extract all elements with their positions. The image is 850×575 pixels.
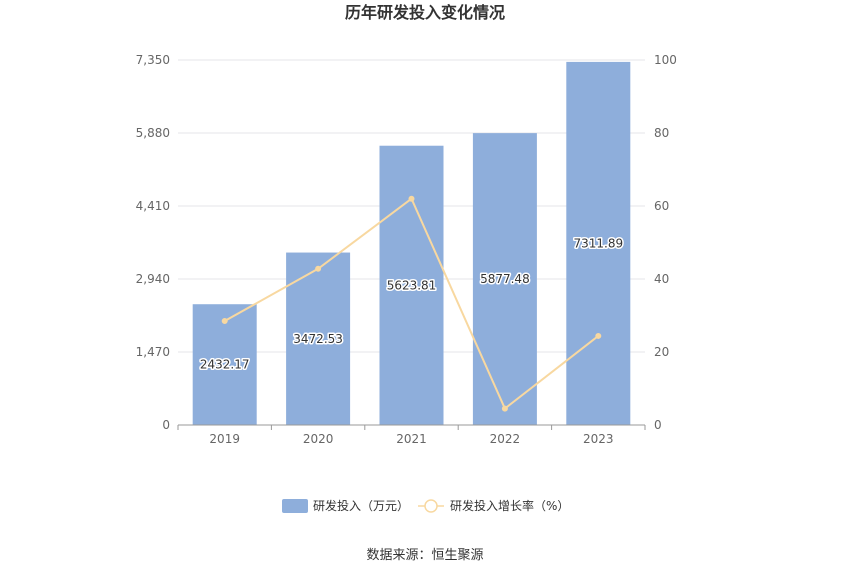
- legend-bar-label: 研发投入（万元）: [313, 498, 409, 513]
- legend-line-label: 研发投入增长率（%）: [450, 498, 569, 513]
- y-right-tick-label: 40: [654, 272, 669, 286]
- axes: 0 0 1,470 20 2,940 40 4,410 60 5,880 80 7,350 100 20…: [136, 53, 677, 446]
- y-right-tick-label: 0: [654, 418, 662, 432]
- growth-point: [595, 332, 602, 339]
- y-left-tick-label: 0: [162, 418, 170, 432]
- legend: 研发投入（万元） 研发投入增长率（%）: [282, 498, 569, 513]
- x-tick-label: 2019: [209, 432, 240, 446]
- bar-value-label: 5623.81: [387, 278, 437, 292]
- bar-value-label: 2432.17: [200, 358, 250, 372]
- y-left-tick-label: 1,470: [136, 345, 170, 359]
- x-tick-label: 2020: [303, 432, 334, 446]
- y-right-tick-label: 100: [654, 53, 677, 67]
- bars: [192, 61, 631, 426]
- bar-labels: 2432.17 3472.53 5623.81 5877.48 7311.89: [198, 235, 624, 373]
- y-left-tick-label: 7,350: [136, 53, 170, 67]
- bar: [192, 304, 257, 425]
- y-left-tick-label: 5,880: [136, 126, 170, 140]
- x-tick-label: 2021: [396, 432, 427, 446]
- legend-line-marker: [424, 499, 438, 513]
- y-left-tick-label: 2,940: [136, 272, 170, 286]
- bar-value-label: 5877.48: [480, 272, 530, 286]
- legend-bar-swatch: [282, 499, 308, 513]
- bar-value-label: 7311.89: [573, 236, 623, 250]
- x-tick-label: 2022: [490, 432, 521, 446]
- x-tick-label: 2023: [583, 432, 614, 446]
- y-right-tick-label: 60: [654, 199, 669, 213]
- bar: [566, 61, 631, 425]
- bar-value-label: 3472.53: [293, 332, 343, 346]
- bar: [472, 133, 537, 426]
- y-left-tick-label: 4,410: [136, 199, 170, 213]
- bar: [379, 145, 444, 426]
- growth-point: [221, 317, 228, 324]
- growth-line: [221, 195, 602, 412]
- y-right-tick-label: 80: [654, 126, 669, 140]
- growth-point: [408, 195, 415, 202]
- growth-point: [501, 405, 508, 412]
- chart-title: 历年研发投入变化情况: [345, 3, 505, 22]
- source-note: 数据来源：恒生聚源: [366, 548, 483, 563]
- y-right-tick-label: 20: [654, 345, 669, 359]
- growth-point: [315, 265, 322, 272]
